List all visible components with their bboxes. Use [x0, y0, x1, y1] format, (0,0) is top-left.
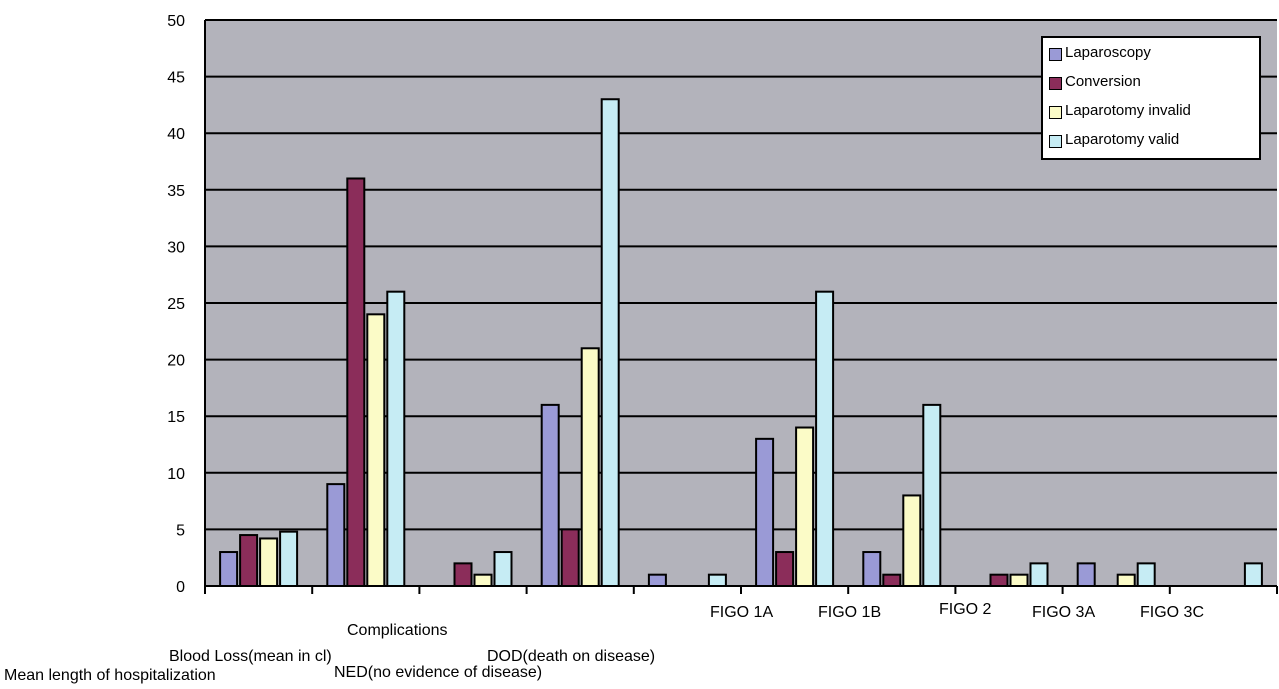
bar-laparotomy-valid — [1243, 562, 1263, 587]
bar-laparotomy-invalid — [473, 573, 493, 587]
legend-label: Laparoscopy — [1065, 43, 1151, 61]
y-tick-label: 25 — [167, 296, 185, 313]
chart-legend: Laparoscopy Conversion Laparotomy invalid L… — [1041, 36, 1261, 160]
bar-laparoscopy — [219, 551, 239, 587]
x-category-label: Blood Loss(mean in cl) — [169, 648, 332, 665]
bar-laparotomy-invalid — [795, 426, 815, 587]
x-category-label: FIGO 1A — [710, 604, 773, 621]
y-tick-label: 5 — [176, 522, 185, 539]
bar-laparotomy-invalid — [580, 347, 600, 587]
bar-laparotomy-valid — [815, 290, 835, 587]
y-tick-label: 40 — [167, 126, 185, 143]
legend-swatch — [1049, 134, 1062, 148]
x-category-label: DOD(death on disease) — [487, 648, 655, 665]
bar-laparoscopy — [540, 403, 560, 587]
y-tick-label: 35 — [167, 183, 185, 200]
bar-laparoscopy — [1076, 562, 1096, 587]
x-category-label: FIGO 2 — [939, 601, 992, 618]
bar-laparotomy-valid — [1029, 562, 1049, 587]
bar-conversion — [989, 573, 1009, 587]
y-tick-label: 30 — [167, 239, 185, 256]
bar-conversion — [346, 177, 366, 587]
bar-laparotomy-valid — [707, 573, 727, 587]
bar-laparotomy-valid — [922, 403, 942, 587]
bar-laparoscopy — [755, 437, 775, 587]
bar-laparotomy-valid — [386, 290, 406, 587]
bar-conversion — [453, 562, 473, 587]
legend-swatch — [1049, 47, 1062, 61]
x-category-label: FIGO 3A — [1032, 604, 1095, 621]
x-category-label: FIGO 1B — [818, 604, 881, 621]
bar-laparotomy-valid — [279, 530, 299, 587]
y-tick-label: 0 — [176, 579, 185, 596]
y-tick-label: 15 — [167, 409, 185, 426]
bar-laparotomy-valid — [1136, 562, 1156, 587]
legend-item: Conversion — [1049, 71, 1141, 91]
bar-laparoscopy — [647, 573, 667, 587]
legend-label: Laparotomy valid — [1065, 130, 1180, 148]
bar-laparotomy-valid — [600, 98, 620, 588]
legend-item: Laparotomy invalid — [1049, 100, 1191, 120]
legend-swatch — [1049, 76, 1062, 90]
bar-laparotomy-invalid — [1009, 573, 1029, 587]
bar-laparoscopy — [326, 483, 346, 587]
bar-conversion — [882, 573, 902, 587]
y-tick-label: 10 — [167, 466, 185, 483]
x-category-label: Mean length of hospitalization — [4, 667, 216, 684]
bar-laparotomy-invalid — [902, 494, 922, 587]
legend-label: Laparotomy invalid — [1065, 101, 1191, 119]
bar-conversion — [560, 528, 580, 588]
legend-item: Laparotomy valid — [1049, 129, 1179, 149]
x-category-label: Complications — [347, 622, 447, 639]
x-category-label: NED(no evidence of disease) — [334, 664, 542, 681]
bar-laparoscopy — [862, 551, 882, 587]
y-tick-label: 45 — [167, 70, 185, 87]
bar-laparotomy-invalid — [1116, 573, 1136, 587]
y-tick-label: 20 — [167, 353, 185, 370]
x-category-label: FIGO 3C — [1140, 604, 1204, 621]
bar-laparotomy-valid — [493, 551, 513, 587]
y-tick-label: 50 — [167, 13, 185, 30]
bar-conversion — [239, 534, 259, 587]
legend-item: Laparoscopy — [1049, 42, 1151, 62]
bar-laparotomy-invalid — [259, 537, 279, 587]
bar-laparotomy-invalid — [366, 313, 386, 587]
legend-label: Conversion — [1065, 72, 1141, 90]
legend-swatch — [1049, 105, 1062, 119]
bar-conversion — [775, 551, 795, 587]
